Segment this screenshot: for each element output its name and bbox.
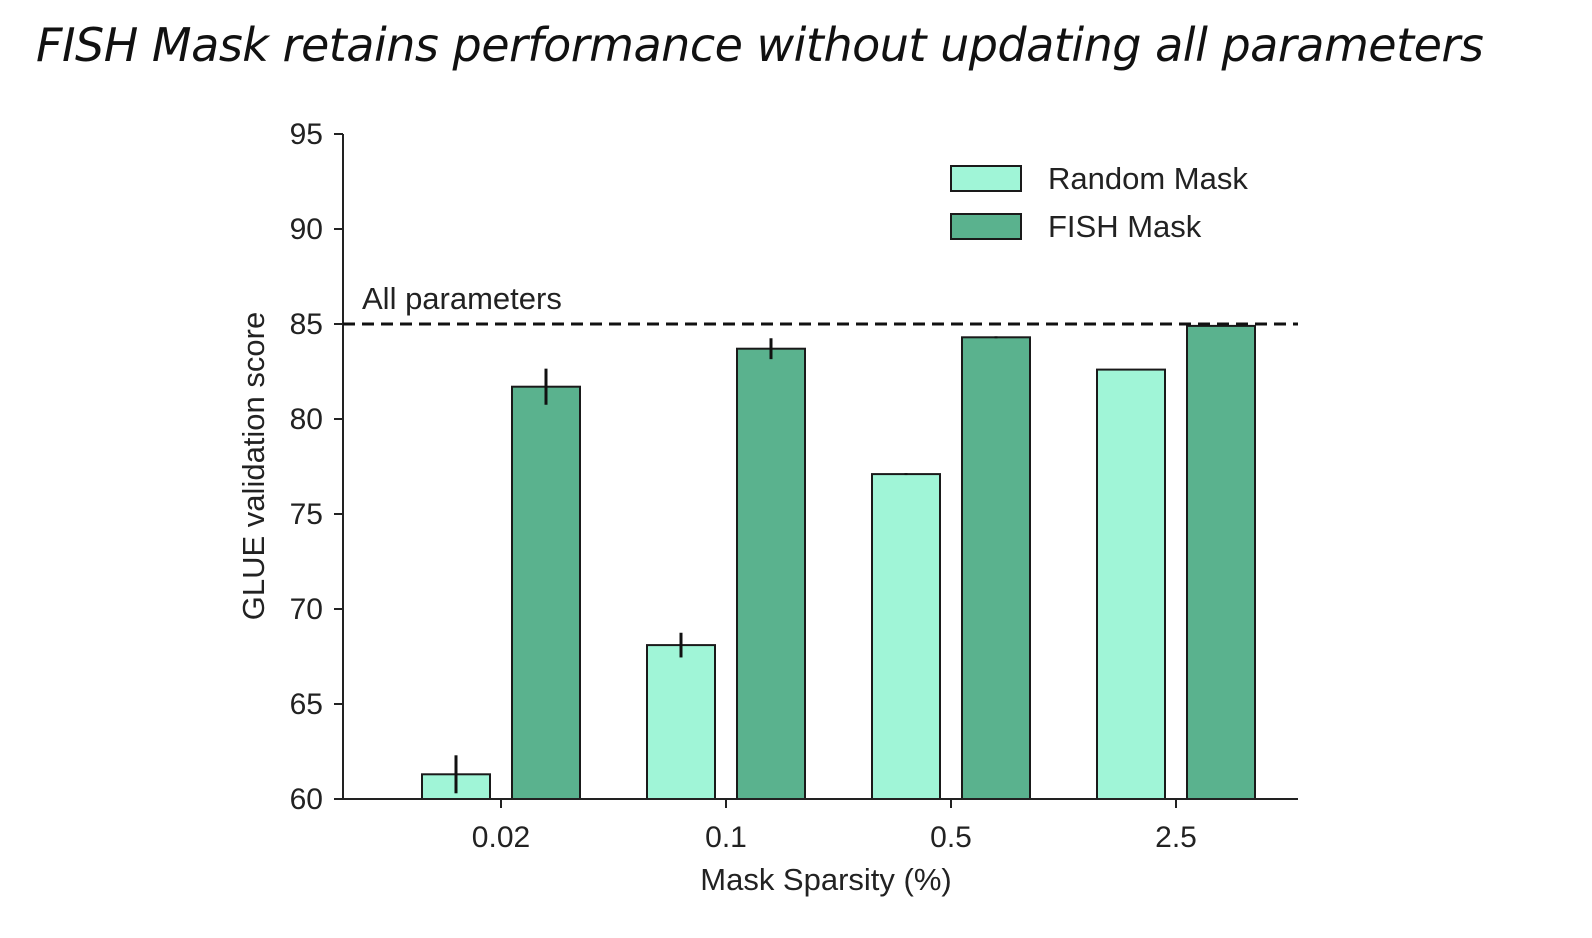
x-tick-label: 0.02: [472, 821, 530, 854]
legend-swatch: [950, 165, 1022, 192]
y-tick-label: 90: [290, 213, 323, 246]
slide-title: FISH Mask retains performance without up…: [36, 18, 1484, 72]
plot-area: 60 65 70 75 80 85 90 95 0.02 0.1 0.5 2.5 All paramet…: [236, 118, 1298, 897]
x-axis-label: Mask Sparsity (%): [700, 862, 951, 897]
y-tick-label: 75: [290, 498, 323, 531]
fish-mask-bar: [511, 385, 581, 800]
y-tick-label: 70: [290, 593, 323, 626]
y-tick-label: 80: [290, 403, 323, 436]
y-axis-label: GLUE validation score: [236, 312, 271, 620]
legend-label: FISH Mask: [1048, 209, 1202, 244]
x-tick-label: 2.5: [1155, 821, 1197, 854]
y-tick-label: 60: [290, 783, 323, 816]
random-mask-bar: [1096, 368, 1166, 800]
y-tick-label: 65: [290, 688, 323, 721]
legend-label: Random Mask: [1048, 161, 1248, 196]
chart-legend: Random Mask FISH Mask: [950, 161, 1248, 244]
random-mask-bar: [871, 473, 941, 800]
legend-swatch: [950, 213, 1022, 240]
fish-mask-bar: [736, 347, 806, 800]
fish-mask-bar: [961, 336, 1031, 800]
all-parameters-label: All parameters: [362, 281, 562, 316]
random-mask-bar: [646, 644, 716, 800]
x-tick-label: 0.1: [705, 821, 747, 854]
fish-mask-bar: [1186, 324, 1256, 800]
y-tick-label: 95: [290, 118, 323, 151]
y-tick-label: 85: [290, 308, 323, 341]
x-tick-label: 0.5: [930, 821, 972, 854]
